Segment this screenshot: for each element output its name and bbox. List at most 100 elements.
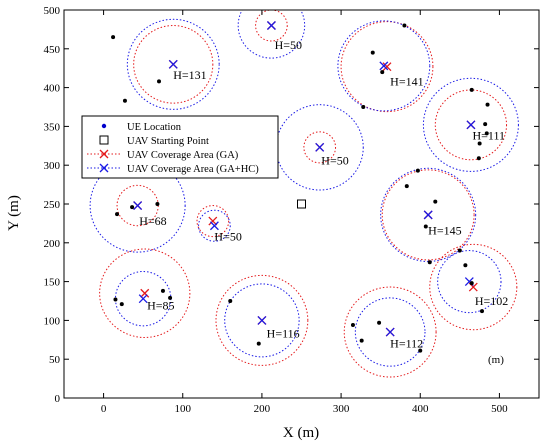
x-tick-label: 200 bbox=[254, 403, 271, 415]
ga-coverage-circle bbox=[381, 169, 475, 261]
uav-start-marker bbox=[297, 199, 306, 209]
height-label: H=131 bbox=[173, 68, 206, 82]
ue-point bbox=[380, 70, 385, 75]
y-tick-label: 100 bbox=[44, 315, 61, 327]
hc-uav-marker bbox=[385, 327, 395, 337]
ue-point bbox=[418, 348, 423, 353]
legend-label: UE Location bbox=[127, 122, 182, 133]
ue-point bbox=[256, 341, 261, 346]
ga-coverage-circle bbox=[215, 274, 309, 366]
ga-coverage-circle bbox=[343, 286, 437, 378]
ue-point bbox=[484, 131, 489, 136]
ga-coverage-circle bbox=[303, 131, 337, 164]
hc-uav-marker-stroke-b bbox=[209, 221, 219, 231]
ue-point bbox=[157, 79, 161, 84]
ue-point bbox=[111, 35, 116, 40]
height-label: H=141 bbox=[390, 74, 423, 88]
y-tick-label: 400 bbox=[44, 83, 61, 95]
hc-coverage-circle bbox=[437, 250, 502, 314]
x-tick-label: 400 bbox=[412, 403, 429, 415]
y-tick-label: 250 bbox=[44, 199, 61, 211]
height-label: H=50 bbox=[321, 153, 348, 167]
legend-x-marker bbox=[99, 163, 109, 173]
ue-point bbox=[160, 288, 165, 293]
ga-uav-marker-stroke-b bbox=[208, 216, 218, 226]
height-label: H=111 bbox=[473, 129, 506, 143]
ue-point bbox=[155, 202, 160, 206]
hc-coverage-circle bbox=[237, 10, 306, 59]
hc-uav-marker-stroke-b bbox=[385, 327, 395, 337]
height-label: H=112 bbox=[390, 337, 423, 351]
hc-coverage-circle bbox=[224, 283, 300, 358]
height-label: H=50 bbox=[275, 38, 302, 52]
hc-uav-marker-stroke-b bbox=[138, 294, 148, 304]
hc-uav-marker bbox=[266, 21, 276, 30]
ue-point bbox=[469, 87, 474, 92]
ue-point bbox=[415, 168, 420, 173]
x-tick-label: 100 bbox=[175, 403, 192, 415]
ga-coverage-circle bbox=[255, 10, 288, 42]
ue-point bbox=[480, 309, 484, 314]
ue-point bbox=[168, 295, 173, 300]
y-tick-label: 200 bbox=[44, 238, 61, 250]
legend-x-marker-stroke-b bbox=[99, 149, 109, 159]
ga-coverage-circle bbox=[340, 21, 434, 113]
legend-box bbox=[81, 115, 279, 179]
ga-uav-marker bbox=[382, 62, 392, 72]
hc-uav-marker bbox=[168, 59, 178, 69]
ue-point bbox=[463, 263, 468, 268]
ue-point bbox=[377, 320, 382, 325]
hc-uav-marker-stroke-b bbox=[379, 61, 389, 71]
hc-uav-marker bbox=[209, 221, 219, 231]
legend: UE Location UAV Starting Point UAV Coverag… bbox=[81, 115, 279, 179]
ue-point bbox=[476, 156, 481, 161]
hc-uav-marker-stroke-b bbox=[464, 277, 474, 287]
ue-point bbox=[122, 98, 127, 103]
legend-x-marker bbox=[99, 149, 109, 159]
ue-point bbox=[359, 338, 364, 343]
ue-point bbox=[485, 102, 490, 107]
unit-label: (m) bbox=[488, 354, 504, 366]
ga-coverage-circle bbox=[429, 243, 518, 331]
ga-uav-marker bbox=[140, 288, 150, 298]
ue-point bbox=[477, 141, 482, 146]
height-label: H=50 bbox=[214, 229, 241, 243]
x-tick-label: 500 bbox=[491, 403, 508, 415]
height-label: H=85 bbox=[147, 299, 174, 313]
hc-uav-marker bbox=[423, 210, 433, 220]
y-tick-label: 500 bbox=[44, 5, 61, 17]
height-label: H=68 bbox=[139, 214, 166, 228]
ue-point bbox=[113, 297, 118, 302]
height-label: H=102 bbox=[475, 294, 508, 308]
hc-uav-marker bbox=[466, 120, 476, 130]
ue-point bbox=[404, 184, 409, 189]
hc-uav-marker bbox=[315, 142, 325, 152]
hc-uav-marker bbox=[138, 294, 148, 304]
ga-uav-marker-stroke-b bbox=[382, 62, 392, 72]
hc-uav-marker-stroke-b bbox=[266, 21, 276, 30]
ue-point bbox=[115, 212, 120, 217]
hc-uav-marker-stroke-b bbox=[466, 120, 476, 130]
ue-point bbox=[350, 323, 355, 328]
ue-point bbox=[427, 260, 432, 265]
hc-coverage-circle bbox=[198, 209, 231, 242]
legend-label: UAV Starting Point bbox=[127, 136, 209, 147]
x-tick-label: 0 bbox=[101, 403, 107, 415]
ga-coverage-circle bbox=[99, 248, 191, 338]
ue-point bbox=[228, 299, 233, 303]
ue-point bbox=[370, 50, 375, 55]
hc-coverage-circle bbox=[337, 20, 431, 112]
ga-uav-marker-stroke-b bbox=[468, 282, 478, 292]
x-axis-label: X (m) bbox=[283, 425, 319, 441]
ue-point bbox=[130, 205, 135, 210]
hc-coverage-circle bbox=[126, 18, 220, 110]
legend-label: UAV Coverage Area (GA+HC) bbox=[127, 164, 259, 175]
ga-uav-marker-stroke-b bbox=[140, 288, 150, 298]
hc-uav-marker bbox=[257, 315, 267, 325]
y-tick-label: 450 bbox=[44, 44, 61, 56]
ue-point bbox=[402, 23, 407, 28]
ue-point bbox=[483, 122, 488, 127]
y-tick-label: 150 bbox=[44, 277, 61, 289]
ue-point bbox=[423, 224, 428, 229]
